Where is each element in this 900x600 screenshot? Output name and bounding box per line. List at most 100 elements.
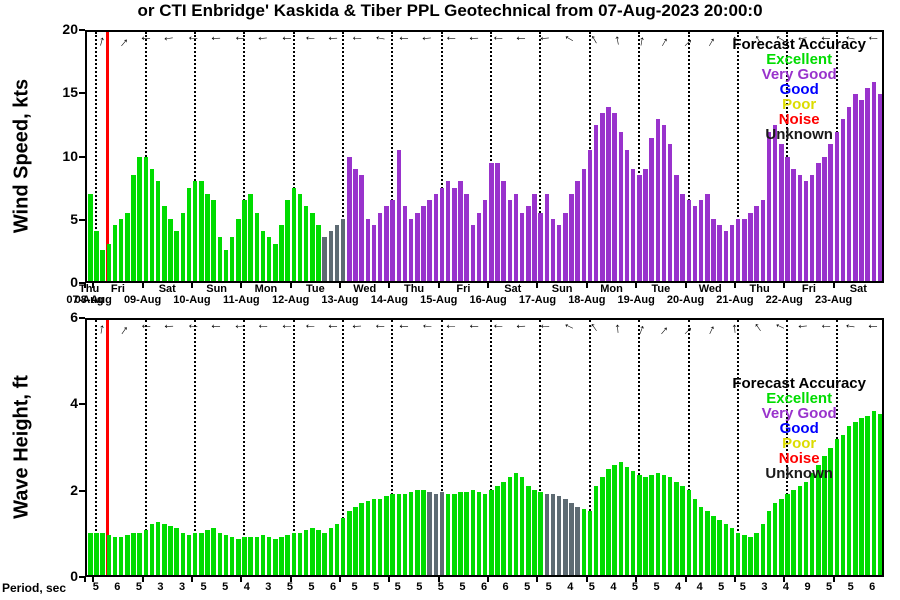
legend-entry: Poor: [782, 435, 817, 452]
forecast-bar: [859, 100, 864, 281]
x-day-label: Fri: [801, 283, 816, 295]
forecast-bar: [495, 162, 500, 281]
forecast-bar: [125, 212, 130, 281]
forecast-bar: [661, 475, 667, 575]
forecast-bar: [458, 492, 463, 575]
forecast-bar: [717, 224, 722, 281]
forecast-bar: [698, 200, 704, 281]
forecast-bar: [106, 243, 111, 281]
forecast-bar: [686, 200, 691, 281]
direction-arrow: →: [396, 33, 411, 49]
direction-arrow: →: [279, 33, 294, 49]
period-value: 5: [200, 581, 207, 593]
forecast-bar: [402, 494, 408, 575]
x-day-label: Wed: [353, 283, 377, 295]
forecast-bar: [544, 494, 550, 575]
forecast-bar: [643, 168, 648, 281]
forecast-bar: [581, 509, 587, 575]
period-value: 5: [718, 581, 725, 593]
x-date-label: 21-Aug: [716, 294, 754, 306]
period-value: 5: [135, 581, 142, 593]
x-tick: [289, 577, 292, 582]
legend-title: Forecast Accuracy: [732, 375, 866, 392]
legend-entry: Excellent: [766, 390, 833, 407]
forecast-bar: [334, 524, 340, 575]
forecast-bar: [698, 507, 704, 575]
direction-arrow: →: [628, 319, 649, 339]
forecast-bar: [365, 500, 371, 575]
forecast-bar: [285, 534, 290, 575]
forecast-bar: [384, 496, 389, 575]
period-value: 5: [373, 581, 380, 593]
forecast-bar: [402, 206, 408, 281]
direction-arrow: →: [674, 30, 697, 52]
forecast-bar: [575, 181, 580, 281]
period-value: 5: [351, 581, 358, 593]
forecast-bar: [464, 193, 469, 281]
forecast-bar: [705, 193, 710, 281]
x-tick: [141, 283, 144, 288]
forecast-bar: [217, 237, 223, 281]
forecast-bar: [100, 249, 105, 281]
x-tick: [783, 283, 786, 288]
forecast-bar: [797, 175, 803, 281]
y-tick: [79, 29, 85, 31]
direction-arrow: →: [513, 320, 529, 338]
forecast-bar: [705, 511, 710, 575]
legend-entry: Very Good: [761, 66, 837, 83]
period-value: 6: [480, 581, 488, 593]
legend-entry: Unknown: [765, 126, 833, 143]
forecast-bar: [692, 206, 698, 281]
direction-arrow: →: [89, 320, 108, 338]
forecast-bar: [507, 477, 513, 575]
wind-speed-chart: → → → → → → → → → → → → → → → → → → → → → → → → → → → → → → → → → → Foreca…: [85, 30, 884, 283]
forecast-bar: [217, 532, 223, 575]
direction-arrow: →: [651, 30, 673, 52]
y-tick: [79, 317, 85, 319]
forecast-bar: [149, 524, 155, 575]
forecast-bar: [760, 200, 766, 281]
forecast-bar: [526, 485, 531, 575]
forecast-bar: [563, 498, 568, 575]
period-value: 5: [416, 581, 423, 593]
forecast-bar: [803, 181, 809, 281]
x-tick: [388, 283, 391, 288]
direction-arrow: →: [537, 320, 552, 338]
direction-arrow: →: [866, 321, 881, 337]
x-tick: [437, 577, 440, 582]
forecast-bar: [532, 193, 537, 281]
x-date-label: 15-Aug: [420, 294, 458, 306]
forecast-bar: [803, 481, 809, 575]
forecast-bar: [347, 156, 352, 281]
forecast-bar: [828, 144, 833, 281]
period-value: 4: [610, 581, 617, 593]
x-tick: [339, 283, 342, 288]
direction-arrow: →: [698, 30, 720, 52]
forecast-bar: [279, 224, 284, 281]
forecast-bar: [667, 477, 673, 575]
forecast-bar: [303, 530, 309, 575]
forecast-bar: [180, 532, 186, 575]
forecast-bar: [853, 94, 858, 281]
forecast-bar: [507, 200, 513, 281]
forecast-bar: [199, 181, 204, 281]
forecast-bar: [328, 528, 334, 575]
forecast-bar: [772, 125, 778, 281]
direction-arrow: →: [581, 30, 603, 52]
direction-arrow: →: [558, 318, 578, 340]
forecast-bar: [303, 206, 309, 281]
direction-arrow: →: [349, 320, 365, 338]
forecast-bar: [260, 231, 266, 281]
period-value: 5: [524, 581, 531, 593]
forecast-bar: [482, 200, 488, 281]
forecast-bar: [106, 534, 111, 575]
x-day-label: Sun: [206, 283, 228, 295]
forecast-bar: [390, 200, 395, 281]
day-gridline: [144, 320, 147, 575]
period-value: 5: [847, 581, 854, 593]
forecast-bar: [353, 168, 358, 281]
x-tick: [92, 283, 95, 288]
forecast-bar: [637, 475, 642, 575]
forecast-bar: [544, 193, 550, 281]
current-time-line: [106, 320, 110, 575]
